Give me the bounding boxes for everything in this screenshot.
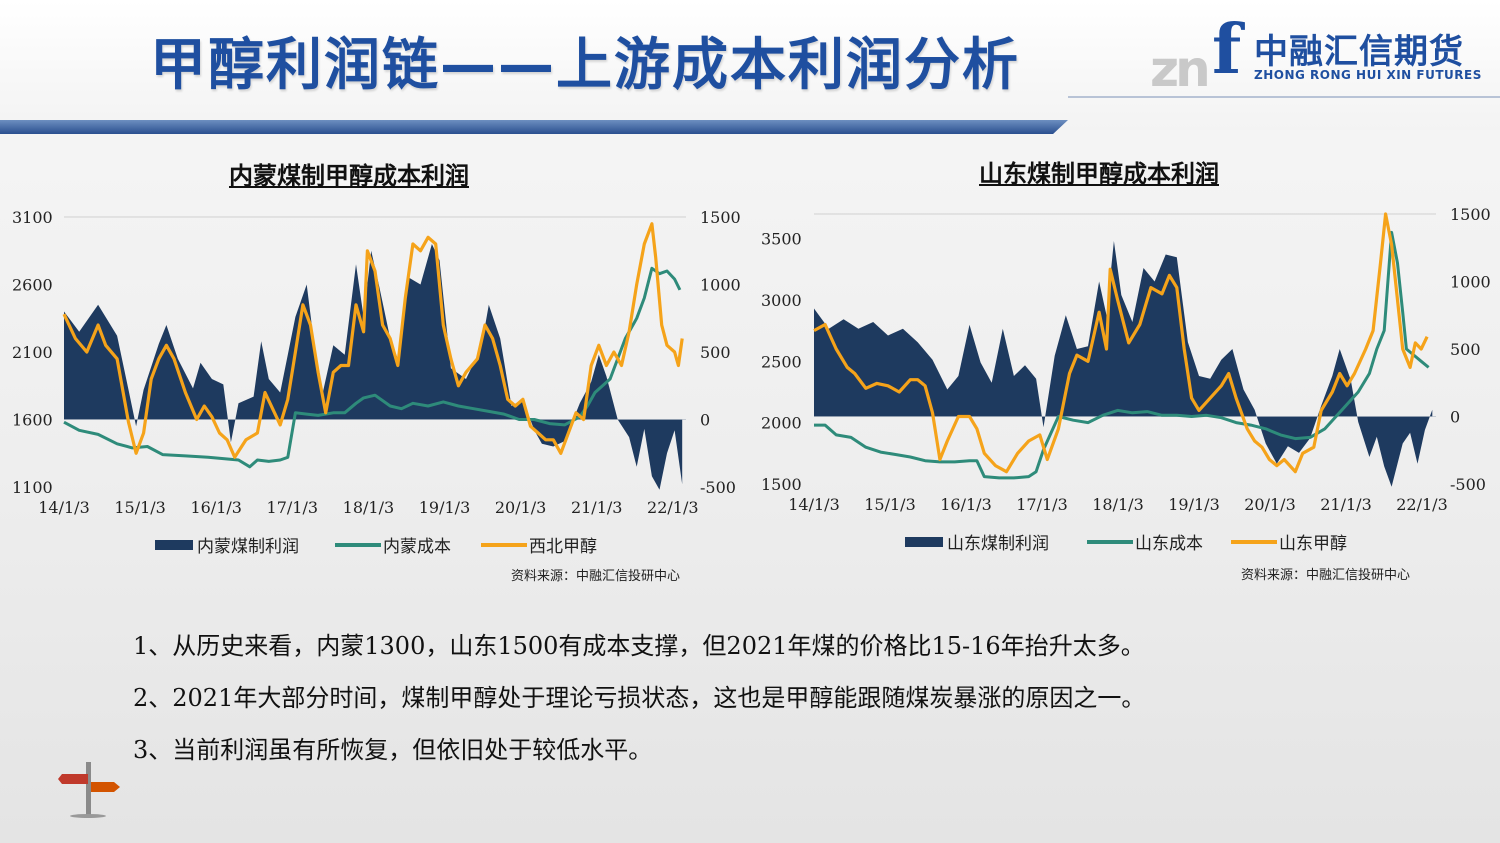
x-tick-label: 20/1/3 [1244,495,1296,514]
page-title: 甲醇利润链——上游成本利润分析 [150,33,1020,98]
x-tick-label: 15/1/3 [114,498,166,517]
y-right-tick-label: 500 [1450,340,1481,359]
y-left-tick-label: 2500 [761,352,802,371]
bullet-list: 1、从历史来看，内蒙1300，山东1500有成本支撑，但2021年煤的价格比15… [133,620,1433,776]
legend-label: 山东甲醇 [1279,534,1347,554]
legend-label: 山东煤制利润 [947,534,1049,554]
y-left-tick-label: 1500 [761,475,802,494]
series-line-1 [63,266,682,469]
bullet-item: 2、2021年大部分时间，煤制甲醇处于理论亏损状态，这也是甲醇能跟随煤炭暴涨的原… [133,684,1146,712]
legend-swatch [155,540,193,550]
series-line-2 [62,222,684,459]
header-band [0,0,1500,130]
signpost-icon [58,762,120,818]
y-right-tick-label: -500 [1450,475,1486,494]
y-right-tick-label: 1500 [700,208,741,227]
x-tick-label: 18/1/3 [1092,495,1144,514]
x-tick-label: 21/1/3 [1320,495,1372,514]
y-left-tick-label: 2000 [761,414,802,433]
y-left-tick-label: 3000 [761,291,802,310]
x-tick-label: 22/1/3 [1396,495,1448,514]
legend-label: 山东成本 [1135,534,1203,554]
x-tick-label: 16/1/3 [940,495,992,514]
source-note-right: 资料来源：中融汇信投研中心 [1241,568,1411,583]
y-right-tick-label: 1500 [1450,205,1491,224]
x-tick-label: 18/1/3 [343,498,395,517]
x-tick-label: 19/1/3 [419,498,471,517]
y-left-tick-label: 3100 [12,208,53,227]
x-tick-label: 17/1/3 [1016,495,1068,514]
x-tick-label: 14/1/3 [38,498,90,517]
bullet-item: 3、当前利润虽有所恢复，但依旧处于较低水平。 [133,736,653,764]
y-right-tick-label: -500 [700,478,736,497]
header-rule-right [1068,96,1500,98]
x-tick-label: 15/1/3 [864,495,916,514]
y-right-tick-label: 0 [1450,408,1460,427]
legend-label: 内蒙成本 [383,537,451,557]
series-area-nm-profit [64,244,683,490]
logo-mark: zn [1150,40,1211,98]
y-right-tick-label: 1000 [1450,273,1491,292]
logo-name-cn: 中融汇信期货 [1254,32,1464,72]
bullet-item: 1、从历史来看，内蒙1300，山东1500有成本支撑，但2021年煤的价格比15… [133,632,1145,660]
x-tick-label: 22/1/3 [647,498,699,517]
x-tick-label: 21/1/3 [571,498,623,517]
header-rule [0,120,1068,134]
y-left-tick-label: 1600 [12,411,53,430]
chart-title-inner-mongolia: 内蒙煤制甲醇成本利润 [229,162,469,190]
y-right-tick-label: 500 [700,343,731,362]
x-tick-label: 17/1/3 [267,498,319,517]
y-right-tick-label: 1000 [700,276,741,295]
chart-title-shandong: 山东煤制甲醇成本利润 [979,160,1219,188]
legend-swatch [905,537,943,547]
legend-label: 西北甲醇 [529,537,597,557]
y-left-tick-label: 3500 [761,230,802,249]
series-line-2 [813,212,1429,474]
x-tick-label: 20/1/3 [495,498,547,517]
y-left-tick-label: 1100 [12,478,53,497]
y-left-tick-label: 2600 [12,276,53,295]
company-logo: zn f 中融汇信期货 ZHONG RONG HUI XIN FUTURES [1150,16,1481,98]
x-tick-label: 16/1/3 [190,498,242,517]
series-area-sd-profit [814,241,1433,487]
x-tick-label: 19/1/3 [1168,495,1220,514]
x-tick-label: 14/1/3 [788,495,840,514]
y-left-tick-label: 2100 [12,343,53,362]
logo-name-en: ZHONG RONG HUI XIN FUTURES [1254,68,1482,82]
legend-label: 内蒙煤制利润 [197,537,299,557]
y-right-tick-label: 0 [700,411,710,430]
series-line-1 [814,230,1430,480]
source-note-left: 资料来源：中融汇信投研中心 [511,569,681,584]
